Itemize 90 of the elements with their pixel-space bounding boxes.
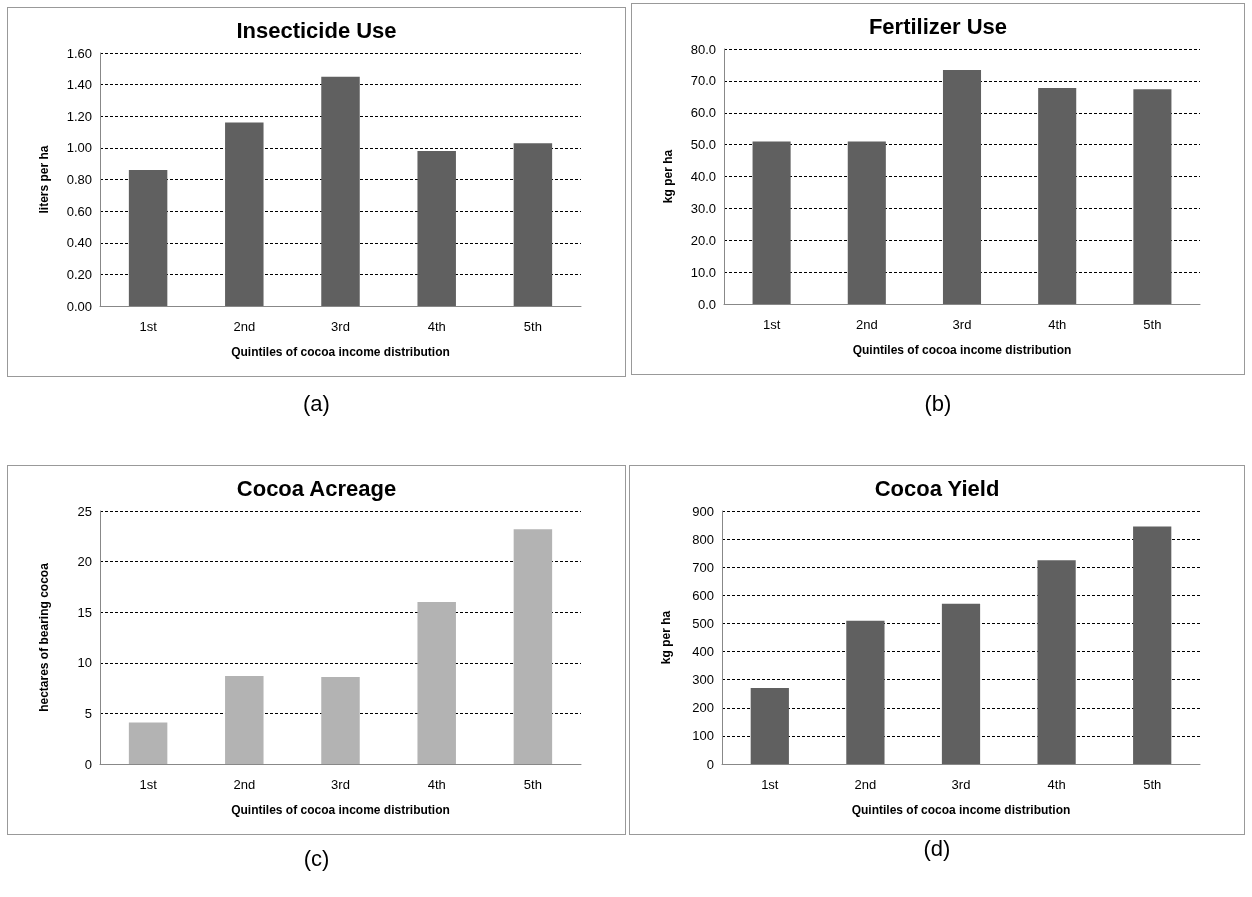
y-tick-label: 1.40	[66, 77, 92, 93]
x-tick-label: 4th	[427, 319, 446, 334]
y-tick-label: 20	[77, 554, 92, 570]
bar	[846, 620, 885, 764]
y-axis-title: hectares of bearing cocoa	[37, 562, 51, 712]
x-tick-label: 3rd	[952, 317, 972, 332]
x-axis-title: Quintiles of cocoa income distribution	[851, 803, 1071, 817]
bar	[417, 602, 456, 764]
chart-title: Insecticide Use	[236, 17, 397, 43]
text: (c)	[302, 846, 331, 872]
y-tick-label: 100	[692, 728, 714, 744]
x-axis-title: Quintiles of cocoa income distribution	[231, 345, 450, 359]
x-tick-label: 2nd	[854, 777, 877, 792]
y-tick-label: 1.60	[66, 45, 92, 61]
y-tick-label: 0	[706, 756, 714, 772]
y-axis-title: kg per ha	[661, 149, 675, 204]
x-tick-label: 5th	[523, 777, 542, 792]
y-tick-label: 30.0	[690, 200, 716, 216]
bar	[1038, 87, 1077, 304]
y-tick-label: 0.20	[66, 266, 92, 282]
y-axis-title: liters per ha	[37, 145, 51, 214]
y-tick-label: 800	[692, 531, 714, 547]
bar	[941, 603, 981, 764]
y-tick-label: 70.0	[690, 73, 716, 89]
y-tick-label: 1.00	[66, 140, 92, 156]
text: (a)	[302, 391, 331, 417]
bar	[750, 688, 789, 764]
y-tick-label: 500	[692, 615, 714, 631]
y-tick-label: 0	[84, 756, 92, 772]
text: (b)	[923, 391, 953, 417]
text: (d)	[922, 836, 952, 862]
chart-title: Fertilizer Use	[868, 13, 1008, 39]
bar	[1037, 560, 1076, 764]
y-tick-label: 200	[692, 700, 714, 716]
bar	[1133, 89, 1172, 304]
x-tick-label: 1st	[139, 777, 158, 792]
y-tick-label: 25	[77, 503, 92, 519]
x-tick-label: 5th	[1143, 317, 1162, 332]
x-tick-label: 3rd	[331, 319, 350, 334]
y-tick-label: 0.0	[697, 296, 716, 312]
y-tick-label: 0.40	[66, 235, 92, 251]
x-tick-label: 4th	[1047, 777, 1066, 792]
x-tick-label: 1st	[761, 777, 779, 792]
y-tick-label: 900	[692, 503, 714, 519]
bar	[417, 151, 456, 306]
y-tick-label: 400	[692, 644, 714, 660]
x-tick-label: 3rd	[951, 777, 971, 792]
x-tick-label: 1st	[139, 319, 158, 334]
bar	[225, 122, 264, 306]
bar	[225, 675, 264, 764]
x-tick-label: 2nd	[855, 317, 878, 332]
y-tick-label: 0.00	[66, 298, 92, 314]
y-tick-label: 50.0	[690, 137, 716, 153]
y-axis-title: kg per ha	[659, 610, 673, 665]
bar	[321, 676, 360, 764]
y-tick-label: 0.60	[66, 203, 92, 219]
y-tick-label: 5	[84, 705, 92, 721]
y-tick-label: 700	[692, 559, 714, 575]
y-tick-label: 40.0	[690, 169, 716, 184]
y-tick-label: 80.0	[690, 41, 716, 57]
bar	[942, 70, 982, 304]
x-tick-label: 5th	[1143, 777, 1162, 792]
y-tick-label: 300	[692, 672, 714, 688]
x-tick-label: 4th	[427, 777, 446, 792]
x-tick-label: 4th	[1048, 317, 1067, 332]
bar	[513, 143, 553, 306]
y-tick-label: 20.0	[690, 232, 716, 248]
x-axis-title: Quintiles of cocoa income distribution	[852, 343, 1072, 357]
y-tick-label: 10	[77, 655, 92, 671]
bar	[752, 141, 791, 304]
bar	[128, 722, 168, 764]
x-tick-label: 2nd	[233, 319, 256, 334]
y-tick-label: 10.0	[690, 264, 716, 280]
y-tick-label: 1.20	[66, 108, 92, 124]
y-tick-label: 600	[692, 587, 714, 603]
y-tick-label: 0.80	[66, 172, 92, 187]
x-tick-label: 5th	[523, 319, 542, 334]
bar	[1133, 526, 1172, 764]
chart-title: Cocoa Yield	[874, 475, 1000, 501]
x-axis-title: Quintiles of cocoa income distribution	[231, 803, 450, 817]
bar	[847, 141, 886, 304]
chart-title: Cocoa Acreage	[236, 475, 397, 501]
x-tick-label: 3rd	[331, 777, 350, 792]
y-tick-label: 60.0	[690, 105, 716, 121]
bar	[513, 529, 553, 764]
x-tick-label: 2nd	[233, 777, 256, 792]
x-tick-label: 1st	[762, 317, 781, 332]
y-tick-label: 15	[77, 604, 92, 620]
bar	[321, 76, 360, 306]
bar	[128, 170, 168, 306]
